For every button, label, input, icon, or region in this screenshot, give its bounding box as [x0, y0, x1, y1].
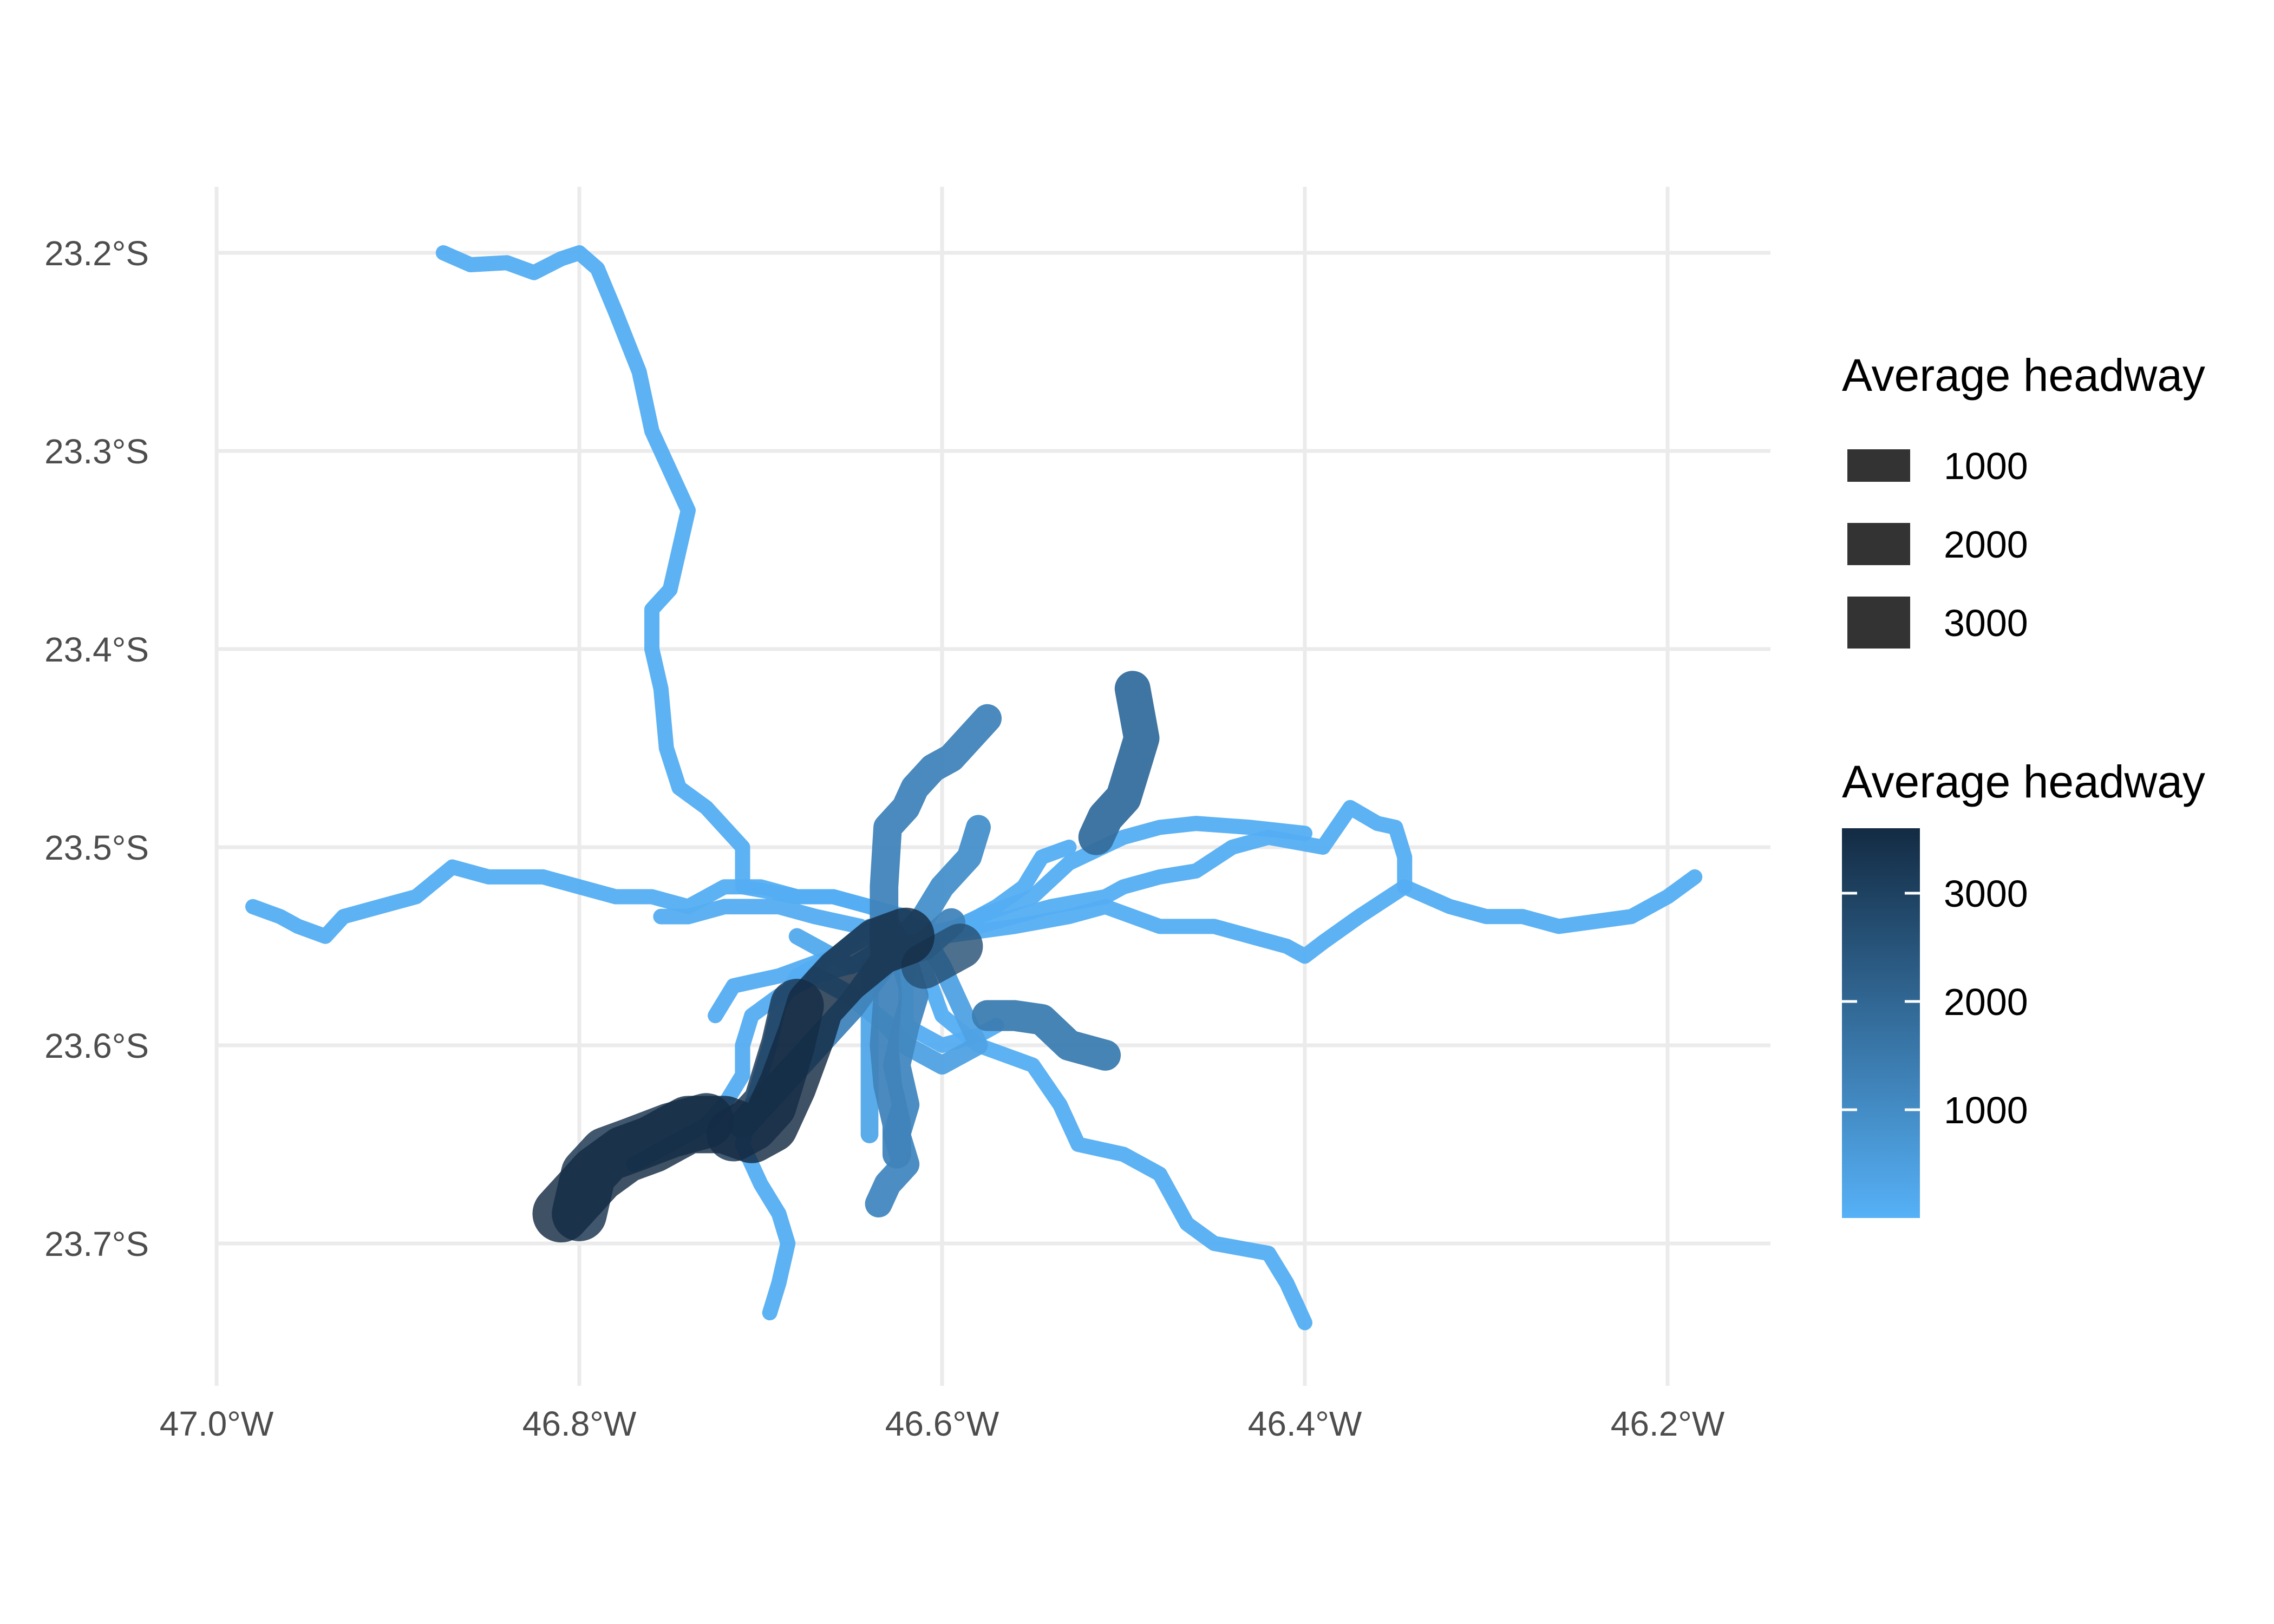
y-tick-label: 23.3°S [44, 432, 149, 471]
axis-tick-labels: 47.0°W 46.8°W 46.6°W 46.4°W 46.2°W 23.2°S 23.3… [44, 234, 1725, 1443]
gridlines [214, 187, 1770, 1386]
x-tick-label: 46.8°W [522, 1404, 637, 1443]
x-tick-label: 46.2°W [1611, 1404, 1725, 1443]
colorbar-tick-label: 1000 [1944, 1089, 2028, 1131]
y-tick-label: 23.2°S [44, 234, 149, 273]
size-legend-label: 2000 [1944, 523, 2028, 566]
color-legend: Average headway 3000 2000 1000 [1842, 756, 2205, 1218]
x-tick-label: 47.0°W [160, 1404, 274, 1443]
y-tick-label: 23.5°S [44, 828, 149, 867]
route-line [972, 1000, 1121, 1071]
route-lines [245, 245, 1703, 1331]
size-legend-key [1847, 523, 1910, 565]
size-legend-key [1847, 449, 1910, 482]
route-line [901, 924, 983, 989]
route-line [898, 800, 1413, 950]
size-legend-label: 1000 [1944, 445, 2028, 487]
y-tick-label: 23.4°S [44, 630, 149, 669]
size-legend-title: Average headway [1842, 350, 2205, 401]
size-legend: Average headway 1000 2000 3000 [1842, 350, 2205, 649]
y-tick-label: 23.6°S [44, 1026, 149, 1065]
x-tick-label: 46.6°W [885, 1404, 999, 1443]
size-legend-key [1847, 597, 1910, 649]
colorbar-tick-label: 2000 [1944, 981, 2028, 1023]
colorbar [1842, 828, 1920, 1218]
route-line [1078, 671, 1160, 855]
size-legend-label: 3000 [1944, 602, 2028, 644]
route-line [435, 245, 1312, 1331]
route-line [532, 907, 935, 1243]
colorbar-tick-label: 3000 [1944, 873, 2028, 915]
y-tick-label: 23.7°S [44, 1224, 149, 1263]
color-legend-title: Average headway [1842, 756, 2205, 807]
route-line [870, 704, 1002, 1169]
x-tick-label: 46.4°W [1248, 1404, 1362, 1443]
